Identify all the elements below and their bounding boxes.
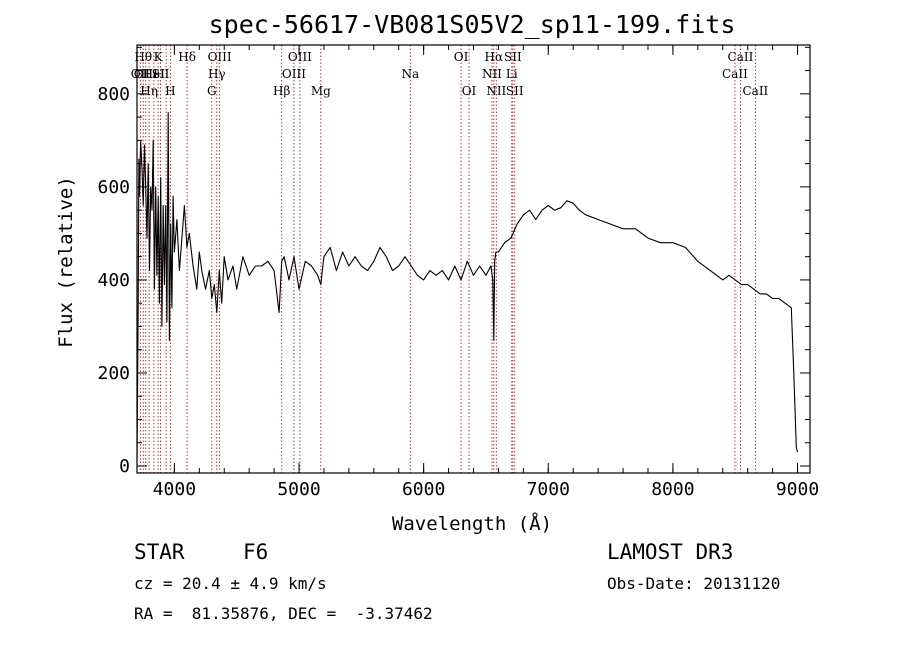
x-tick-label: 8000	[651, 479, 694, 500]
line-marker-label: H	[165, 84, 175, 98]
x-tick-label: 7000	[527, 479, 570, 500]
line-markers	[139, 45, 756, 473]
line-marker-label: NII	[482, 67, 502, 81]
coordinates: RA = 81.35876, DEC = -3.37462	[134, 604, 433, 623]
line-marker-labels: OIIHθOIIIHηHeIKSIIHHδGHγOIIIHβOIIIOIIIMg…	[131, 50, 769, 98]
x-tick-label: 4000	[153, 479, 196, 500]
line-marker-label: NII	[486, 84, 506, 98]
line-marker-label: CaII	[728, 50, 754, 64]
line-marker-label: SII	[504, 50, 522, 64]
y-tick-label: 200	[97, 363, 130, 384]
line-marker-label: OIII	[288, 50, 312, 64]
line-marker-label: OIII	[282, 67, 306, 81]
y-tick-label: 0	[119, 456, 130, 477]
x-axis-label: Wavelength (Å)	[392, 512, 552, 535]
line-marker-label: OI	[462, 84, 477, 98]
line-marker-label: OII	[131, 67, 151, 81]
line-marker-label: OIII	[208, 50, 232, 64]
axis-tick-labels: 4000 5000 6000 7000 8000 9000 0 200 400 600 800	[97, 84, 819, 500]
line-marker-label: Hα	[485, 50, 504, 64]
observation-date: Obs-Date: 20131120	[607, 574, 781, 593]
line-marker-label: SII	[506, 84, 524, 98]
y-axis-label: Flux (relative)	[55, 176, 77, 348]
line-marker-label: CaII	[722, 67, 748, 81]
chart-title: spec-56617-VB081S05V2_sp11-199.fits	[209, 10, 736, 39]
y-tick-label: 800	[97, 84, 130, 105]
line-marker-label: CaII	[742, 84, 768, 98]
x-tick-label: 6000	[402, 479, 445, 500]
line-marker-label: Hδ	[178, 50, 196, 64]
survey-name: LAMOST DR3	[607, 540, 734, 564]
line-marker-label: SII	[152, 67, 170, 81]
line-marker-label: Hγ	[208, 67, 226, 81]
plot-frame	[136, 44, 811, 474]
line-marker-label: Hθ	[134, 50, 152, 64]
object-class: STAR	[134, 540, 185, 564]
y-tick-label: 600	[97, 177, 130, 198]
line-marker-label: Li	[506, 67, 518, 81]
y-tick-label: 400	[97, 270, 130, 291]
line-marker-label: Hη	[140, 84, 158, 98]
line-marker-label: HeI	[143, 67, 166, 81]
line-marker-label: OI	[454, 50, 469, 64]
line-marker-label: G	[207, 84, 217, 98]
x-tick-label: 5000	[277, 479, 320, 500]
line-marker-label: Hβ	[273, 84, 290, 98]
axis-ticks	[137, 45, 810, 473]
x-tick-label: 9000	[776, 479, 819, 500]
line-marker-label: Na	[401, 67, 419, 81]
line-marker-label: Mg	[311, 84, 331, 98]
spectrum-line	[136, 111, 799, 467]
object-subclass: F6	[243, 540, 269, 564]
line-marker-label: K	[154, 50, 164, 64]
redshift-cz: cz = 20.4 ± 4.9 km/s	[134, 574, 327, 593]
